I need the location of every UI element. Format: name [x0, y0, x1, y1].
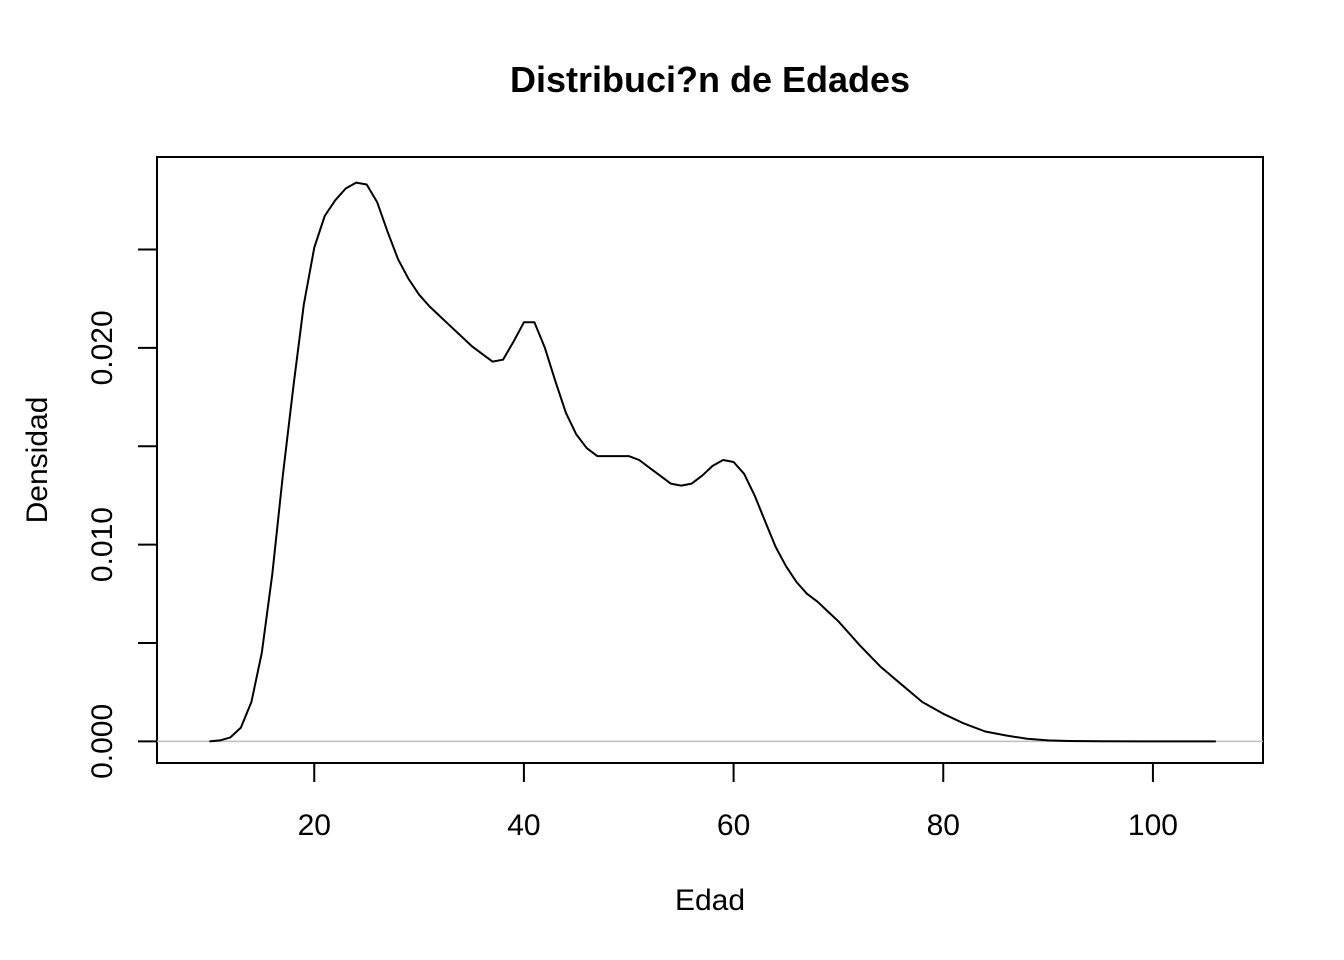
x-tick-label: 40	[507, 809, 540, 842]
plot-frame	[156, 156, 1264, 764]
density-curve	[209, 181, 1216, 743]
x-tick-label: 80	[927, 809, 960, 842]
y-tick-label: 0.010	[86, 507, 119, 582]
x-tick-label: 20	[298, 809, 331, 842]
x-tick-label: 100	[1128, 809, 1178, 842]
x-axis-label: Edad	[675, 884, 745, 917]
y-tick-label: 0.000	[86, 704, 119, 779]
x-tick-label: 60	[717, 809, 750, 842]
x-axis: 20 40 60 80 100	[298, 763, 1178, 842]
chart-title: Distribuci?n de Edades	[510, 59, 910, 100]
y-axis: 0.000 0.010 0.020	[86, 248, 157, 779]
y-axis-label: Densidad	[21, 397, 54, 524]
y-tick-label: 0.020	[86, 310, 119, 385]
